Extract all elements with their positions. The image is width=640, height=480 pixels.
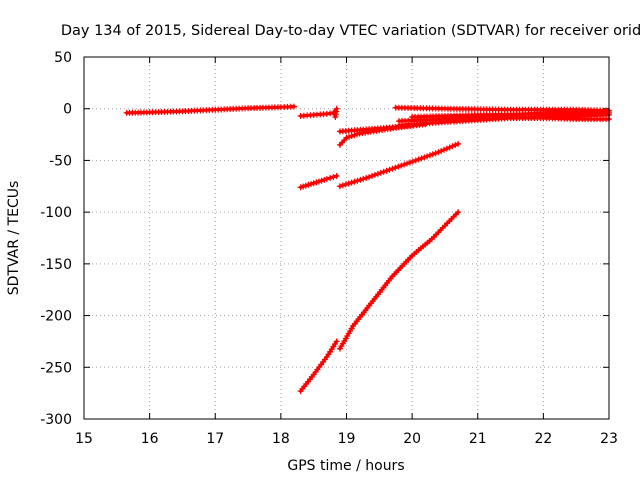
x-axis-label: GPS time / hours [287, 458, 404, 474]
x-tick-label: 17 [206, 431, 224, 447]
x-tick-label: 23 [600, 431, 618, 447]
series-arc-8 [336, 140, 462, 190]
x-tick-label: 21 [469, 431, 487, 447]
y-tick-label: -250 [40, 360, 72, 376]
x-tick-labels: 15 16 17 18 19 20 21 22 23 [75, 431, 618, 447]
y-tick-label: 50 [54, 50, 72, 66]
x-tick-label: 16 [141, 431, 159, 447]
series-arc-9 [336, 209, 462, 352]
series-arc-14 [507, 115, 612, 123]
y-tick-label: -100 [40, 205, 72, 221]
x-tick-label: 15 [75, 431, 93, 447]
y-tick-label: 0 [63, 102, 72, 118]
y-tick-labels: -300 -250 -200 -150 -100 -50 0 50 [40, 50, 72, 428]
series-arc-5 [297, 338, 340, 395]
y-tick-label: -300 [40, 412, 72, 428]
series-arc-4 [297, 172, 340, 191]
y-axis-label: SDTVAR / TECUs [6, 181, 22, 296]
series-arc-1 [123, 103, 297, 116]
plot-border [83, 56, 610, 420]
series-arc-3 [331, 105, 340, 120]
x-tick-label: 18 [272, 431, 290, 447]
y-tick-label: -150 [40, 257, 72, 273]
chart-title: Day 134 of 2015, Sidereal Day-to-day VTE… [61, 23, 640, 39]
y-tick-label: -200 [40, 309, 72, 325]
x-tick-label: 19 [338, 431, 356, 447]
series-arc-2 [297, 109, 337, 119]
x-tick-label: 20 [403, 431, 421, 447]
data-points [123, 103, 612, 395]
x-tick-label: 22 [534, 431, 552, 447]
y-tick-label: -50 [49, 153, 72, 169]
